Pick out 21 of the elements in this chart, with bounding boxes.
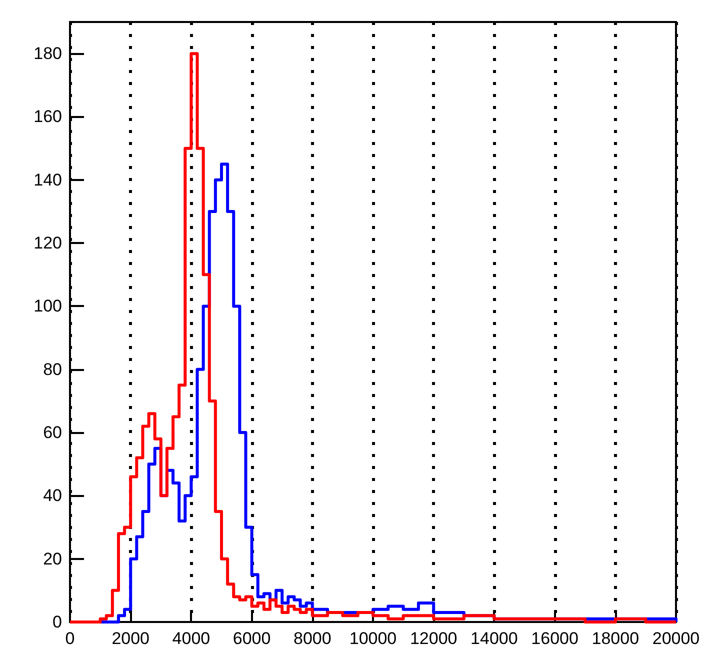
x-tick-label: 6000	[232, 629, 271, 648]
y-tick-label: 100	[34, 296, 62, 316]
y-tick-label: 20	[43, 549, 62, 568]
x-tick-label: 8000	[293, 629, 332, 648]
x-tick-label: 0	[65, 629, 75, 648]
y-tick-label: 80	[43, 360, 62, 379]
x-tick-label: 2000	[112, 629, 150, 648]
y-tick-label: 40	[43, 486, 62, 506]
y-tick-label: 180	[34, 44, 62, 64]
y-tick-label: 60	[43, 423, 62, 442]
x-tick-label: 16000	[531, 629, 578, 648]
x-tick-label: 10000	[349, 629, 397, 648]
y-tick-label: 0	[52, 612, 62, 632]
x-tick-label: 12000	[410, 629, 458, 648]
x-tick-label: 18000	[592, 629, 640, 648]
y-tick-label: 160	[34, 107, 62, 126]
x-tick-label: 14000	[470, 629, 518, 648]
x-tick-label: 4000	[172, 629, 210, 648]
y-tick-label: 140	[34, 170, 62, 190]
y-tick-label: 120	[34, 234, 62, 253]
x-tick-label: 20000	[652, 629, 700, 648]
